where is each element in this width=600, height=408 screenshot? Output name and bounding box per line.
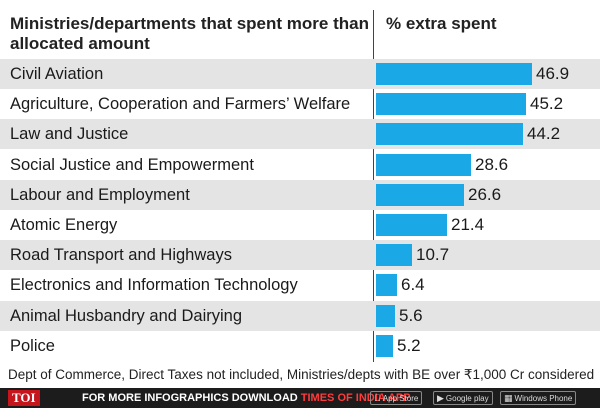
bar-value-label: 44.2 <box>527 124 561 144</box>
bar-value-label: 10.7 <box>416 245 450 265</box>
table-row: Civil Aviation 46.9 <box>0 59 600 89</box>
bar <box>376 63 532 85</box>
category-label: Civil Aviation <box>10 65 104 83</box>
promo-download-text: FOR MORE INFOGRAPHICS DOWNLOAD <box>82 392 298 404</box>
bar <box>376 304 395 327</box>
ministries-column-title: Ministries/departments that spent more t… <box>10 14 369 53</box>
table-row: Social Justice and Empowerment 28.6 <box>0 150 600 180</box>
bar-value-label: 6.4 <box>401 275 425 295</box>
bar-value-label: 26.6 <box>468 184 502 204</box>
table-row: Police 5.2 <box>0 331 600 361</box>
table-row: Electronics and Information Technology 6.… <box>0 270 600 300</box>
bar <box>376 183 464 206</box>
bar-value-label: 5.2 <box>397 335 421 355</box>
category-label: Social Justice and Empowerment <box>10 155 254 174</box>
toi-promo-strip: TOI FOR MORE INFOGRAPHICS DOWNLOAD TIMES… <box>0 388 600 408</box>
bar-value-label: 21.4 <box>451 215 485 234</box>
windows-icon: ▦ <box>504 393 513 403</box>
category-label: Labour and Employment <box>10 185 190 204</box>
toi-logo: TOI <box>8 390 40 406</box>
category-label: Law and Justice <box>10 125 129 144</box>
footnote: Dept of Commerce, Direct Taxes not inclu… <box>8 367 595 382</box>
google-play-badge[interactable]: ▶ Google play <box>433 391 493 405</box>
category-label: Police <box>10 336 55 355</box>
promo-brand: TIMES OF INDIA APP <box>300 392 411 404</box>
apple-icon:  <box>374 393 381 403</box>
bar <box>376 244 412 267</box>
play-icon: ▶ <box>437 393 444 403</box>
table-row: Labour and Employment 26.6 <box>0 179 600 210</box>
category-label: Atomic Energy <box>10 216 118 234</box>
bar-value-label: 28.6 <box>475 154 509 174</box>
promo-text: FOR MORE INFOGRAPHICS DOWNLOAD TIMES OF … <box>82 388 411 408</box>
table-row: Animal Husbandry and Dairying 5.6 <box>0 300 600 331</box>
category-label: Animal Husbandry and Dairying <box>10 306 243 325</box>
bar <box>376 274 397 297</box>
bar-value-label: 5.6 <box>399 305 423 325</box>
bar <box>376 153 471 176</box>
category-label: Road Transport and Highways <box>10 246 232 265</box>
bar-value-label: 45.2 <box>530 94 564 114</box>
bar <box>376 123 523 146</box>
bar-value-label: 46.9 <box>536 64 570 83</box>
table-row: Road Transport and Highways 10.7 <box>0 240 600 271</box>
table-row: Law and Justice 44.2 <box>0 119 600 150</box>
chart-header: Ministries/departments that spent more t… <box>0 0 600 60</box>
category-label: Agriculture, Cooperation and Farmers’ We… <box>10 95 351 114</box>
windows-phone-badge[interactable]: ▦ Windows Phone <box>500 391 577 405</box>
table-row: Agriculture, Cooperation and Farmers’ We… <box>0 89 600 119</box>
bar <box>376 93 526 116</box>
table-row: Atomic Energy 21.4 <box>0 210 600 240</box>
bar <box>376 214 447 236</box>
app-store-badge[interactable]: App Store <box>370 391 423 405</box>
bar <box>376 334 393 357</box>
extra-spent-column-title: % extra spent <box>386 14 497 33</box>
category-label: Electronics and Information Technology <box>10 276 298 295</box>
